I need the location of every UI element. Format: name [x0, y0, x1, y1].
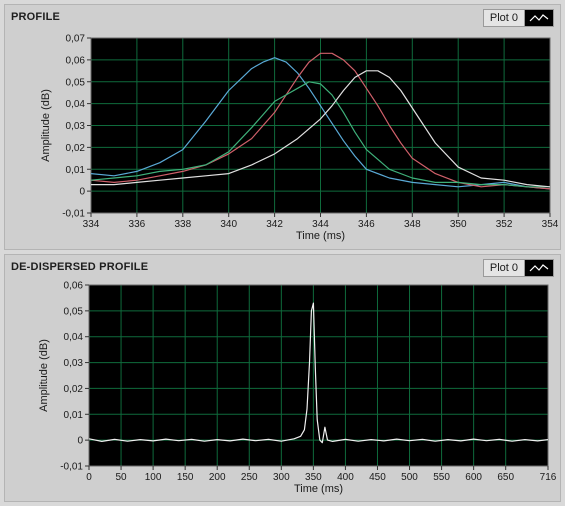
line-style-icon[interactable]: [524, 10, 553, 26]
x-tick-label: 350: [305, 472, 322, 483]
x-tick-label: 352: [496, 219, 513, 230]
x-tick-label: 550: [433, 472, 450, 483]
y-tick-label: 0,04: [64, 332, 84, 343]
plot-legend[interactable]: Plot 0: [482, 9, 554, 27]
y-tick-label: 0,07: [66, 34, 86, 45]
series-line-2: [91, 52, 550, 190]
y-tick-label: 0,05: [64, 306, 84, 317]
x-tick-label: 150: [177, 472, 194, 483]
series-line-4: [91, 70, 550, 188]
x-tick-label: 336: [129, 219, 146, 230]
y-tick-label: 0: [79, 187, 85, 198]
x-tick-label: 338: [174, 219, 191, 230]
y-tick-label: 0,03: [64, 358, 84, 369]
x-tick-label: 716: [540, 472, 557, 483]
x-tick-label: 340: [220, 219, 237, 230]
x-tick-label: 334: [83, 219, 100, 230]
x-tick-label: 350: [450, 219, 467, 230]
x-tick-label: 450: [369, 472, 386, 483]
profile-plot: 334 336 338 340 342 344 346 348 350 352 354 -0,01 0 0…: [40, 34, 559, 243]
y-axis-title: Amplitude (dB): [38, 339, 50, 412]
x-tick-label: 600: [465, 472, 482, 483]
plot-legend[interactable]: Plot 0: [482, 259, 554, 277]
x-tick-label: 342: [266, 219, 283, 230]
y-tick-label: 0: [77, 436, 83, 447]
x-tick-label: 0: [86, 472, 92, 483]
x-tick-label: 650: [497, 472, 514, 483]
x-tick-label: 250: [241, 472, 258, 483]
x-tick-label: 348: [404, 219, 421, 230]
x-tick-label: 200: [209, 472, 226, 483]
chart-title: DE-DISPERSED PROFILE: [11, 261, 149, 273]
x-tick-label: 344: [312, 219, 329, 230]
x-tick-label: 500: [401, 472, 418, 483]
y-tick-label: 0,06: [64, 281, 84, 292]
series-line-1: [89, 302, 548, 444]
dedispersed-chart-panel: DE-DISPERSED PROFILE Plot 0 0 50 100 150 200…: [4, 254, 561, 502]
y-tick-label: 0,04: [66, 99, 86, 110]
y-tick-label: 0,01: [66, 165, 86, 176]
y-tick-label: 0,01: [64, 410, 84, 421]
x-axis-title: Time (ms): [296, 230, 345, 242]
chart-title: PROFILE: [11, 11, 61, 23]
y-tick-label: 0,03: [66, 121, 86, 132]
plot-frame: [88, 284, 549, 467]
legend-label: Plot 0: [489, 262, 518, 274]
y-tick-label: -0,01: [60, 462, 83, 473]
y-tick-label: 0,02: [66, 143, 86, 154]
y-axis-title: Amplitude (dB): [40, 89, 52, 162]
series-line-3: [91, 81, 550, 188]
line-style-icon[interactable]: [524, 260, 553, 276]
x-tick-label: 400: [337, 472, 354, 483]
plot-area: [89, 285, 548, 466]
y-tick-label: 0,05: [66, 77, 86, 88]
x-tick-label: 354: [542, 219, 559, 230]
legend-label: Plot 0: [489, 12, 518, 24]
x-axis-title: Time (ms): [294, 483, 343, 495]
x-tick-label: 100: [145, 472, 162, 483]
series-line-1: [91, 57, 550, 190]
y-tick-label: 0,02: [64, 384, 84, 395]
x-tick-label: 50: [115, 472, 127, 483]
profile-chart-panel: PROFILE Plot 0 334 336 338 340 342 344 346 348 3…: [4, 4, 561, 250]
x-tick-label: 300: [273, 472, 290, 483]
dedispersed-plot: 0 50 100 150 200 250 300 350 400 450 500 550 600 650 7…: [38, 281, 557, 496]
y-tick-label: 0,06: [66, 55, 86, 66]
x-tick-label: 346: [358, 219, 375, 230]
y-tick-label: -0,01: [62, 209, 85, 220]
